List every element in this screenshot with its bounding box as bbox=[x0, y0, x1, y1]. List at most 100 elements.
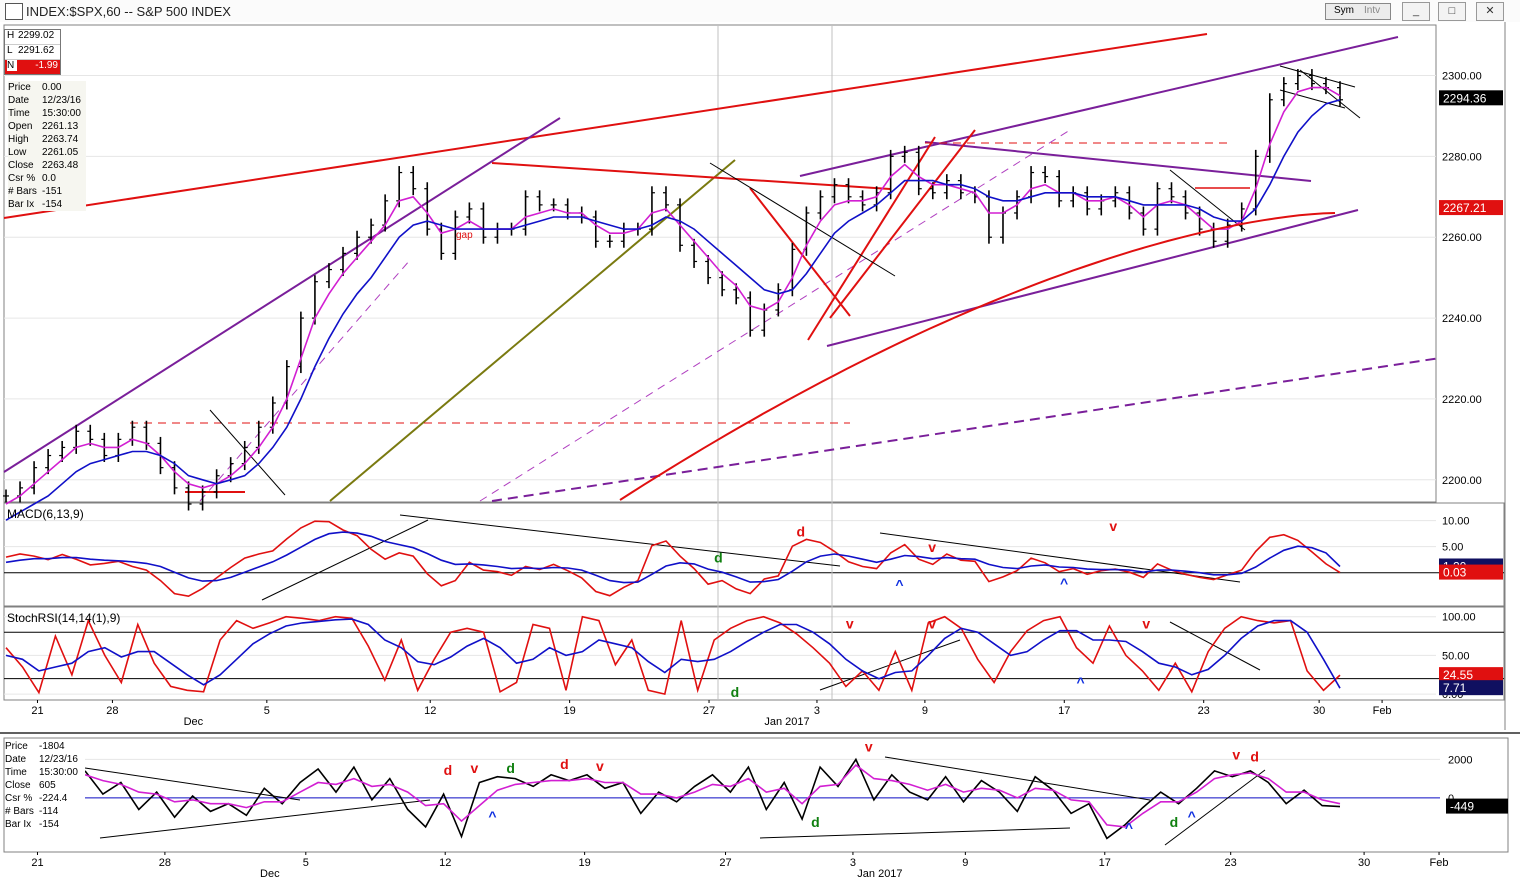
signal-marker: d bbox=[797, 523, 806, 539]
info-key: Open bbox=[8, 121, 33, 132]
value-tag bbox=[1439, 680, 1503, 696]
signal-marker: ^ bbox=[1125, 820, 1133, 836]
signal-marker: v bbox=[470, 760, 478, 776]
hln-n-label: N bbox=[7, 60, 17, 71]
info-value: 15:30:00 bbox=[42, 108, 81, 119]
sym-button[interactable]: Sym bbox=[1334, 5, 1354, 16]
hln-l-label: L bbox=[7, 45, 13, 56]
x-tick-label: 12 bbox=[439, 857, 451, 869]
signal-marker: ^ bbox=[1076, 674, 1084, 690]
info-value: 12/23/16 bbox=[42, 95, 81, 106]
signal-marker: ^ bbox=[488, 808, 496, 824]
signal-marker: d bbox=[731, 684, 740, 700]
y-tick-label: 2240.00 bbox=[1442, 313, 1482, 325]
app-chart-icon bbox=[5, 3, 23, 20]
info-row: High 2263.74 bbox=[8, 133, 86, 146]
x-tick-label: 17 bbox=[1099, 857, 1111, 869]
value-tag-text: 0.03 bbox=[1443, 566, 1467, 580]
signal-marker: d bbox=[506, 760, 515, 776]
y-tick-label: 2260.00 bbox=[1442, 232, 1482, 244]
stochrsi-panel[interactable] bbox=[3, 606, 1505, 701]
value-tags: 2294.362267.211.200.03ddv^^v24.557.71dvv… bbox=[444, 90, 1508, 836]
x-month-label: Dec bbox=[184, 716, 204, 728]
hln-box: H 2299.02 L 2291.62 N -1.99 bbox=[4, 29, 61, 75]
signal-marker: v bbox=[928, 539, 936, 555]
breadth-info-key: Close bbox=[5, 780, 31, 791]
info-value: -154 bbox=[42, 199, 63, 210]
x-tick-label: 9 bbox=[922, 705, 928, 717]
breadth-info-value: 15:30:00 bbox=[39, 767, 78, 778]
x-tick-label: 21 bbox=[31, 857, 43, 869]
info-key: Close bbox=[8, 160, 34, 171]
minimize-button[interactable]: _ bbox=[1402, 2, 1430, 21]
x-tick-label: 21 bbox=[31, 705, 43, 717]
macd-title: MACD(6,13,9) bbox=[7, 507, 84, 521]
breadth-info-panel: Price -1804 Date 12/23/16 Time 15:30:00 Close 6… bbox=[5, 740, 85, 831]
y-tick-label: 10.00 bbox=[1442, 516, 1470, 528]
gridlines bbox=[4, 25, 1504, 799]
close-button[interactable]: ✕ bbox=[1476, 2, 1504, 21]
series-plots bbox=[3, 69, 1343, 840]
hln-n-value: -1.99 bbox=[35, 60, 58, 71]
x-tick-label: 30 bbox=[1313, 705, 1325, 717]
breadth-info-row: Price -1804 bbox=[5, 740, 85, 753]
info-key: # Bars bbox=[8, 186, 37, 197]
x-tick-label: 19 bbox=[563, 705, 575, 717]
x-tick-label: 23 bbox=[1225, 857, 1237, 869]
y-tick-label: 2220.00 bbox=[1442, 394, 1482, 406]
x-tick-label: 28 bbox=[159, 857, 171, 869]
breadth-panel[interactable] bbox=[3, 737, 1509, 853]
y-tick-label: 2280.00 bbox=[1442, 151, 1482, 163]
window-title: INDEX:$SPX,60 -- S&P 500 INDEX bbox=[26, 4, 231, 19]
x-tick-label: 17 bbox=[1058, 705, 1070, 717]
breadth-info-value: -1804 bbox=[39, 741, 65, 752]
info-row: # Bars -151 bbox=[8, 185, 86, 198]
info-value: -151 bbox=[42, 186, 63, 197]
x-tick-label: 9 bbox=[962, 857, 968, 869]
y-tick-label: 2300.00 bbox=[1442, 71, 1482, 83]
y-tick-label: 2200.00 bbox=[1442, 475, 1482, 487]
breadth-info-key: Date bbox=[5, 754, 27, 765]
maximize-button[interactable]: □ bbox=[1438, 2, 1466, 21]
x-tick-label: 19 bbox=[578, 857, 590, 869]
signal-marker: ^ bbox=[1188, 808, 1196, 824]
hln-l-value: 2291.62 bbox=[18, 45, 55, 56]
signal-marker: v bbox=[865, 739, 873, 755]
info-value: 0.00 bbox=[42, 82, 62, 93]
breadth-info-key: Price bbox=[5, 741, 28, 752]
x-tick-label: 30 bbox=[1358, 857, 1370, 869]
info-value: 2263.74 bbox=[42, 134, 79, 145]
breadth-info-key: Csr % bbox=[5, 793, 33, 804]
info-row: Csr % 0.0 bbox=[8, 172, 86, 185]
value-tag bbox=[1439, 564, 1503, 580]
axis-labels: 2300.00 2280.00 2260.00 2240.00 2220.00 2200.… bbox=[31, 71, 1481, 880]
x-tick-label: 5 bbox=[303, 857, 309, 869]
info-row: Close 2263.48 bbox=[8, 159, 86, 172]
breadth-info-key: Bar Ix bbox=[5, 819, 32, 830]
breadth-info-value: -114 bbox=[39, 806, 59, 817]
info-row: Price 0.00 bbox=[8, 81, 86, 94]
x-month-label: Dec bbox=[260, 868, 280, 880]
sym-intv-selector[interactable]: Sym Intv bbox=[1325, 3, 1391, 20]
info-row: Open 2261.13 bbox=[8, 120, 86, 133]
info-value: 0.0 bbox=[42, 173, 56, 184]
x-month-label: Jan 2017 bbox=[857, 868, 902, 880]
info-row: Low 2261.05 bbox=[8, 146, 86, 159]
price-panel[interactable] bbox=[3, 24, 1437, 503]
breadth_ma-line bbox=[84, 764, 1341, 828]
y-tick-label: 5.00 bbox=[1442, 542, 1463, 554]
macd-panel[interactable] bbox=[3, 502, 1505, 607]
signal-marker: d bbox=[1170, 814, 1179, 830]
y-tick-label: 50.00 bbox=[1442, 650, 1470, 662]
info-value: 2263.48 bbox=[42, 160, 79, 171]
gap-annotation: gap bbox=[456, 230, 473, 241]
breadth-info-row: Bar Ix -154 bbox=[5, 818, 85, 831]
intv-button[interactable]: Intv bbox=[1364, 5, 1381, 16]
value-tag-text: 2267.21 bbox=[1443, 201, 1487, 215]
signal-marker: d bbox=[560, 756, 569, 772]
signal-marker: v bbox=[1109, 518, 1117, 534]
breadth-info-row: Close 605 bbox=[5, 779, 85, 792]
signal-marker: v bbox=[1142, 615, 1150, 631]
